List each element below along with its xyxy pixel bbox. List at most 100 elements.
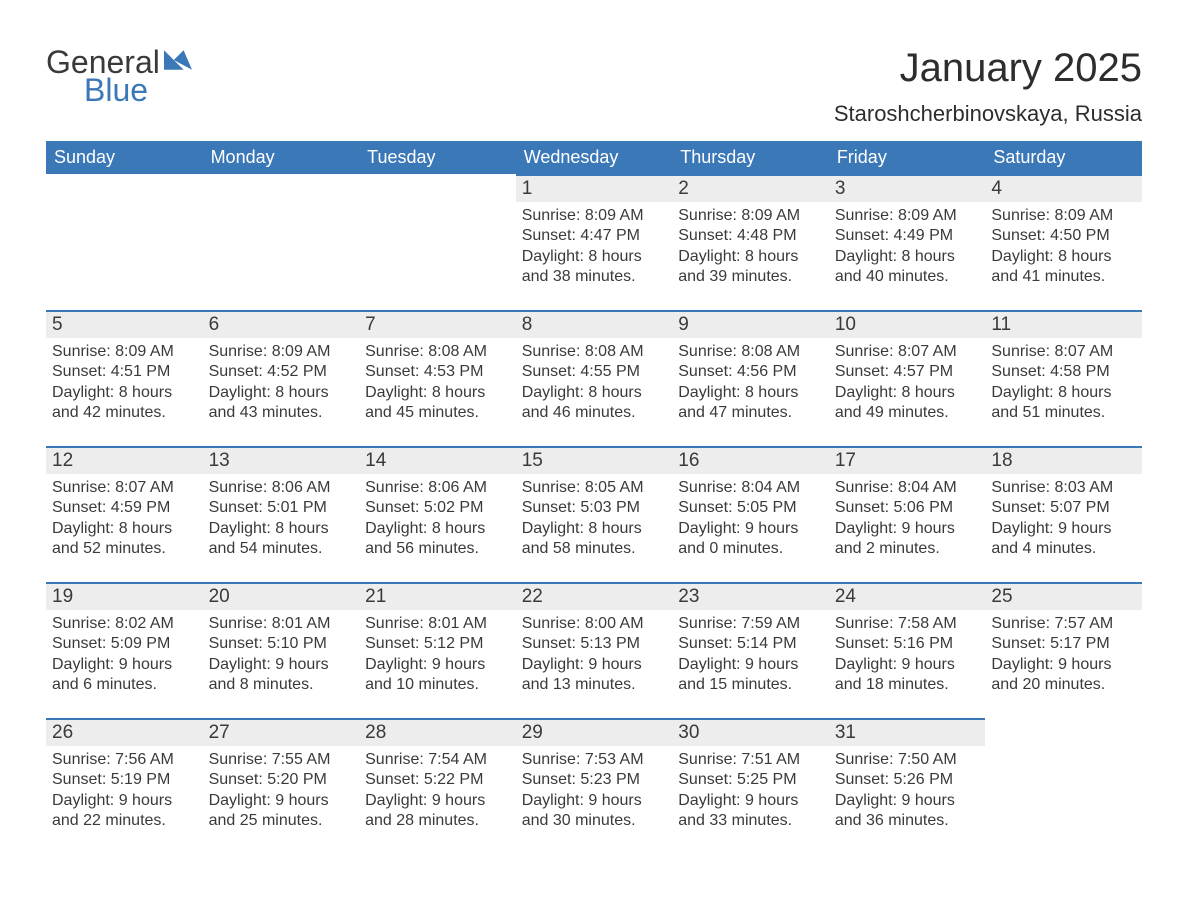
day-number: 29 — [516, 718, 673, 746]
day-details: Sunrise: 8:03 AMSunset: 5:07 PMDaylight:… — [985, 474, 1142, 568]
header: General Blue January 2025 Staroshcherbin… — [46, 46, 1142, 127]
day-line-day2: and 8 minutes. — [209, 675, 354, 695]
day-line-sunrise: Sunrise: 7:53 AM — [522, 750, 667, 770]
day-line-day2: and 54 minutes. — [209, 539, 354, 559]
day-number: 7 — [359, 310, 516, 338]
day-line-sunset: Sunset: 5:22 PM — [365, 770, 510, 790]
day-line-day1: Daylight: 9 hours — [678, 519, 823, 539]
weekday-header: Sunday — [46, 141, 203, 174]
day-line-day1: Daylight: 9 hours — [52, 791, 197, 811]
day-line-day2: and 6 minutes. — [52, 675, 197, 695]
day-details: Sunrise: 8:01 AMSunset: 5:12 PMDaylight:… — [359, 610, 516, 704]
day-number: 16 — [672, 446, 829, 474]
day-line-day1: Daylight: 9 hours — [365, 655, 510, 675]
day-details: Sunrise: 8:08 AMSunset: 4:55 PMDaylight:… — [516, 338, 673, 432]
calendar-cell: 11Sunrise: 8:07 AMSunset: 4:58 PMDayligh… — [985, 310, 1142, 446]
month-title: January 2025 — [834, 46, 1142, 91]
day-line-sunset: Sunset: 5:26 PM — [835, 770, 980, 790]
calendar-cell: 9Sunrise: 8:08 AMSunset: 4:56 PMDaylight… — [672, 310, 829, 446]
day-line-sunset: Sunset: 4:55 PM — [522, 362, 667, 382]
calendar-cell: 23Sunrise: 7:59 AMSunset: 5:14 PMDayligh… — [672, 582, 829, 718]
calendar-cell — [359, 174, 516, 310]
day-line-day1: Daylight: 8 hours — [522, 383, 667, 403]
day-line-day2: and 22 minutes. — [52, 811, 197, 831]
day-line-day2: and 2 minutes. — [835, 539, 980, 559]
day-line-day2: and 41 minutes. — [991, 267, 1136, 287]
calendar-cell: 21Sunrise: 8:01 AMSunset: 5:12 PMDayligh… — [359, 582, 516, 718]
day-details: Sunrise: 8:09 AMSunset: 4:49 PMDaylight:… — [829, 202, 986, 296]
day-line-day2: and 47 minutes. — [678, 403, 823, 423]
day-line-sunrise: Sunrise: 7:54 AM — [365, 750, 510, 770]
day-line-day2: and 43 minutes. — [209, 403, 354, 423]
day-number: 17 — [829, 446, 986, 474]
day-line-day2: and 0 minutes. — [678, 539, 823, 559]
calendar-cell — [203, 174, 360, 310]
day-line-sunrise: Sunrise: 8:00 AM — [522, 614, 667, 634]
day-line-sunrise: Sunrise: 8:09 AM — [678, 206, 823, 226]
day-line-sunrise: Sunrise: 8:02 AM — [52, 614, 197, 634]
day-line-sunrise: Sunrise: 8:05 AM — [522, 478, 667, 498]
day-details: Sunrise: 8:09 AMSunset: 4:47 PMDaylight:… — [516, 202, 673, 296]
day-line-sunset: Sunset: 4:51 PM — [52, 362, 197, 382]
day-line-sunset: Sunset: 4:53 PM — [365, 362, 510, 382]
day-details: Sunrise: 8:09 AMSunset: 4:52 PMDaylight:… — [203, 338, 360, 432]
day-number: 21 — [359, 582, 516, 610]
day-number: 24 — [829, 582, 986, 610]
day-number: 23 — [672, 582, 829, 610]
day-number: 10 — [829, 310, 986, 338]
day-line-day2: and 30 minutes. — [522, 811, 667, 831]
day-details: Sunrise: 7:53 AMSunset: 5:23 PMDaylight:… — [516, 746, 673, 840]
day-details: Sunrise: 8:06 AMSunset: 5:02 PMDaylight:… — [359, 474, 516, 568]
day-line-day2: and 49 minutes. — [835, 403, 980, 423]
calendar-cell — [46, 174, 203, 310]
day-line-sunset: Sunset: 4:56 PM — [678, 362, 823, 382]
calendar-cell: 2Sunrise: 8:09 AMSunset: 4:48 PMDaylight… — [672, 174, 829, 310]
day-line-sunset: Sunset: 4:59 PM — [52, 498, 197, 518]
day-details: Sunrise: 7:56 AMSunset: 5:19 PMDaylight:… — [46, 746, 203, 840]
weekday-header: Tuesday — [359, 141, 516, 174]
day-line-sunset: Sunset: 4:48 PM — [678, 226, 823, 246]
day-number: 3 — [829, 174, 986, 202]
calendar-cell: 20Sunrise: 8:01 AMSunset: 5:10 PMDayligh… — [203, 582, 360, 718]
day-line-day2: and 39 minutes. — [678, 267, 823, 287]
day-number: 12 — [46, 446, 203, 474]
calendar-cell: 29Sunrise: 7:53 AMSunset: 5:23 PMDayligh… — [516, 718, 673, 854]
day-line-day1: Daylight: 8 hours — [678, 383, 823, 403]
day-line-day1: Daylight: 9 hours — [209, 655, 354, 675]
day-line-day2: and 10 minutes. — [365, 675, 510, 695]
day-line-day1: Daylight: 8 hours — [835, 383, 980, 403]
day-line-day2: and 18 minutes. — [835, 675, 980, 695]
day-details: Sunrise: 7:51 AMSunset: 5:25 PMDaylight:… — [672, 746, 829, 840]
day-line-day1: Daylight: 9 hours — [522, 655, 667, 675]
day-details: Sunrise: 8:09 AMSunset: 4:48 PMDaylight:… — [672, 202, 829, 296]
day-line-day1: Daylight: 8 hours — [209, 519, 354, 539]
day-line-sunset: Sunset: 4:50 PM — [991, 226, 1136, 246]
day-line-day1: Daylight: 8 hours — [522, 519, 667, 539]
day-number: 6 — [203, 310, 360, 338]
day-line-sunset: Sunset: 4:47 PM — [522, 226, 667, 246]
day-line-sunset: Sunset: 5:13 PM — [522, 634, 667, 654]
day-number: 4 — [985, 174, 1142, 202]
day-line-sunrise: Sunrise: 8:08 AM — [522, 342, 667, 362]
day-number: 19 — [46, 582, 203, 610]
day-number: 26 — [46, 718, 203, 746]
calendar-week-row: 5Sunrise: 8:09 AMSunset: 4:51 PMDaylight… — [46, 310, 1142, 446]
day-line-sunrise: Sunrise: 8:08 AM — [678, 342, 823, 362]
day-details: Sunrise: 8:05 AMSunset: 5:03 PMDaylight:… — [516, 474, 673, 568]
day-details: Sunrise: 7:57 AMSunset: 5:17 PMDaylight:… — [985, 610, 1142, 704]
day-line-day2: and 58 minutes. — [522, 539, 667, 559]
day-line-day1: Daylight: 9 hours — [991, 519, 1136, 539]
day-line-day1: Daylight: 8 hours — [365, 519, 510, 539]
logo: General Blue — [46, 46, 192, 106]
calendar-cell: 15Sunrise: 8:05 AMSunset: 5:03 PMDayligh… — [516, 446, 673, 582]
day-line-day2: and 40 minutes. — [835, 267, 980, 287]
day-number: 14 — [359, 446, 516, 474]
day-line-sunrise: Sunrise: 8:03 AM — [991, 478, 1136, 498]
day-details: Sunrise: 8:01 AMSunset: 5:10 PMDaylight:… — [203, 610, 360, 704]
calendar-cell: 1Sunrise: 8:09 AMSunset: 4:47 PMDaylight… — [516, 174, 673, 310]
day-line-day2: and 42 minutes. — [52, 403, 197, 423]
day-line-day2: and 38 minutes. — [522, 267, 667, 287]
day-number: 1 — [516, 174, 673, 202]
day-number: 20 — [203, 582, 360, 610]
day-line-sunrise: Sunrise: 7:56 AM — [52, 750, 197, 770]
